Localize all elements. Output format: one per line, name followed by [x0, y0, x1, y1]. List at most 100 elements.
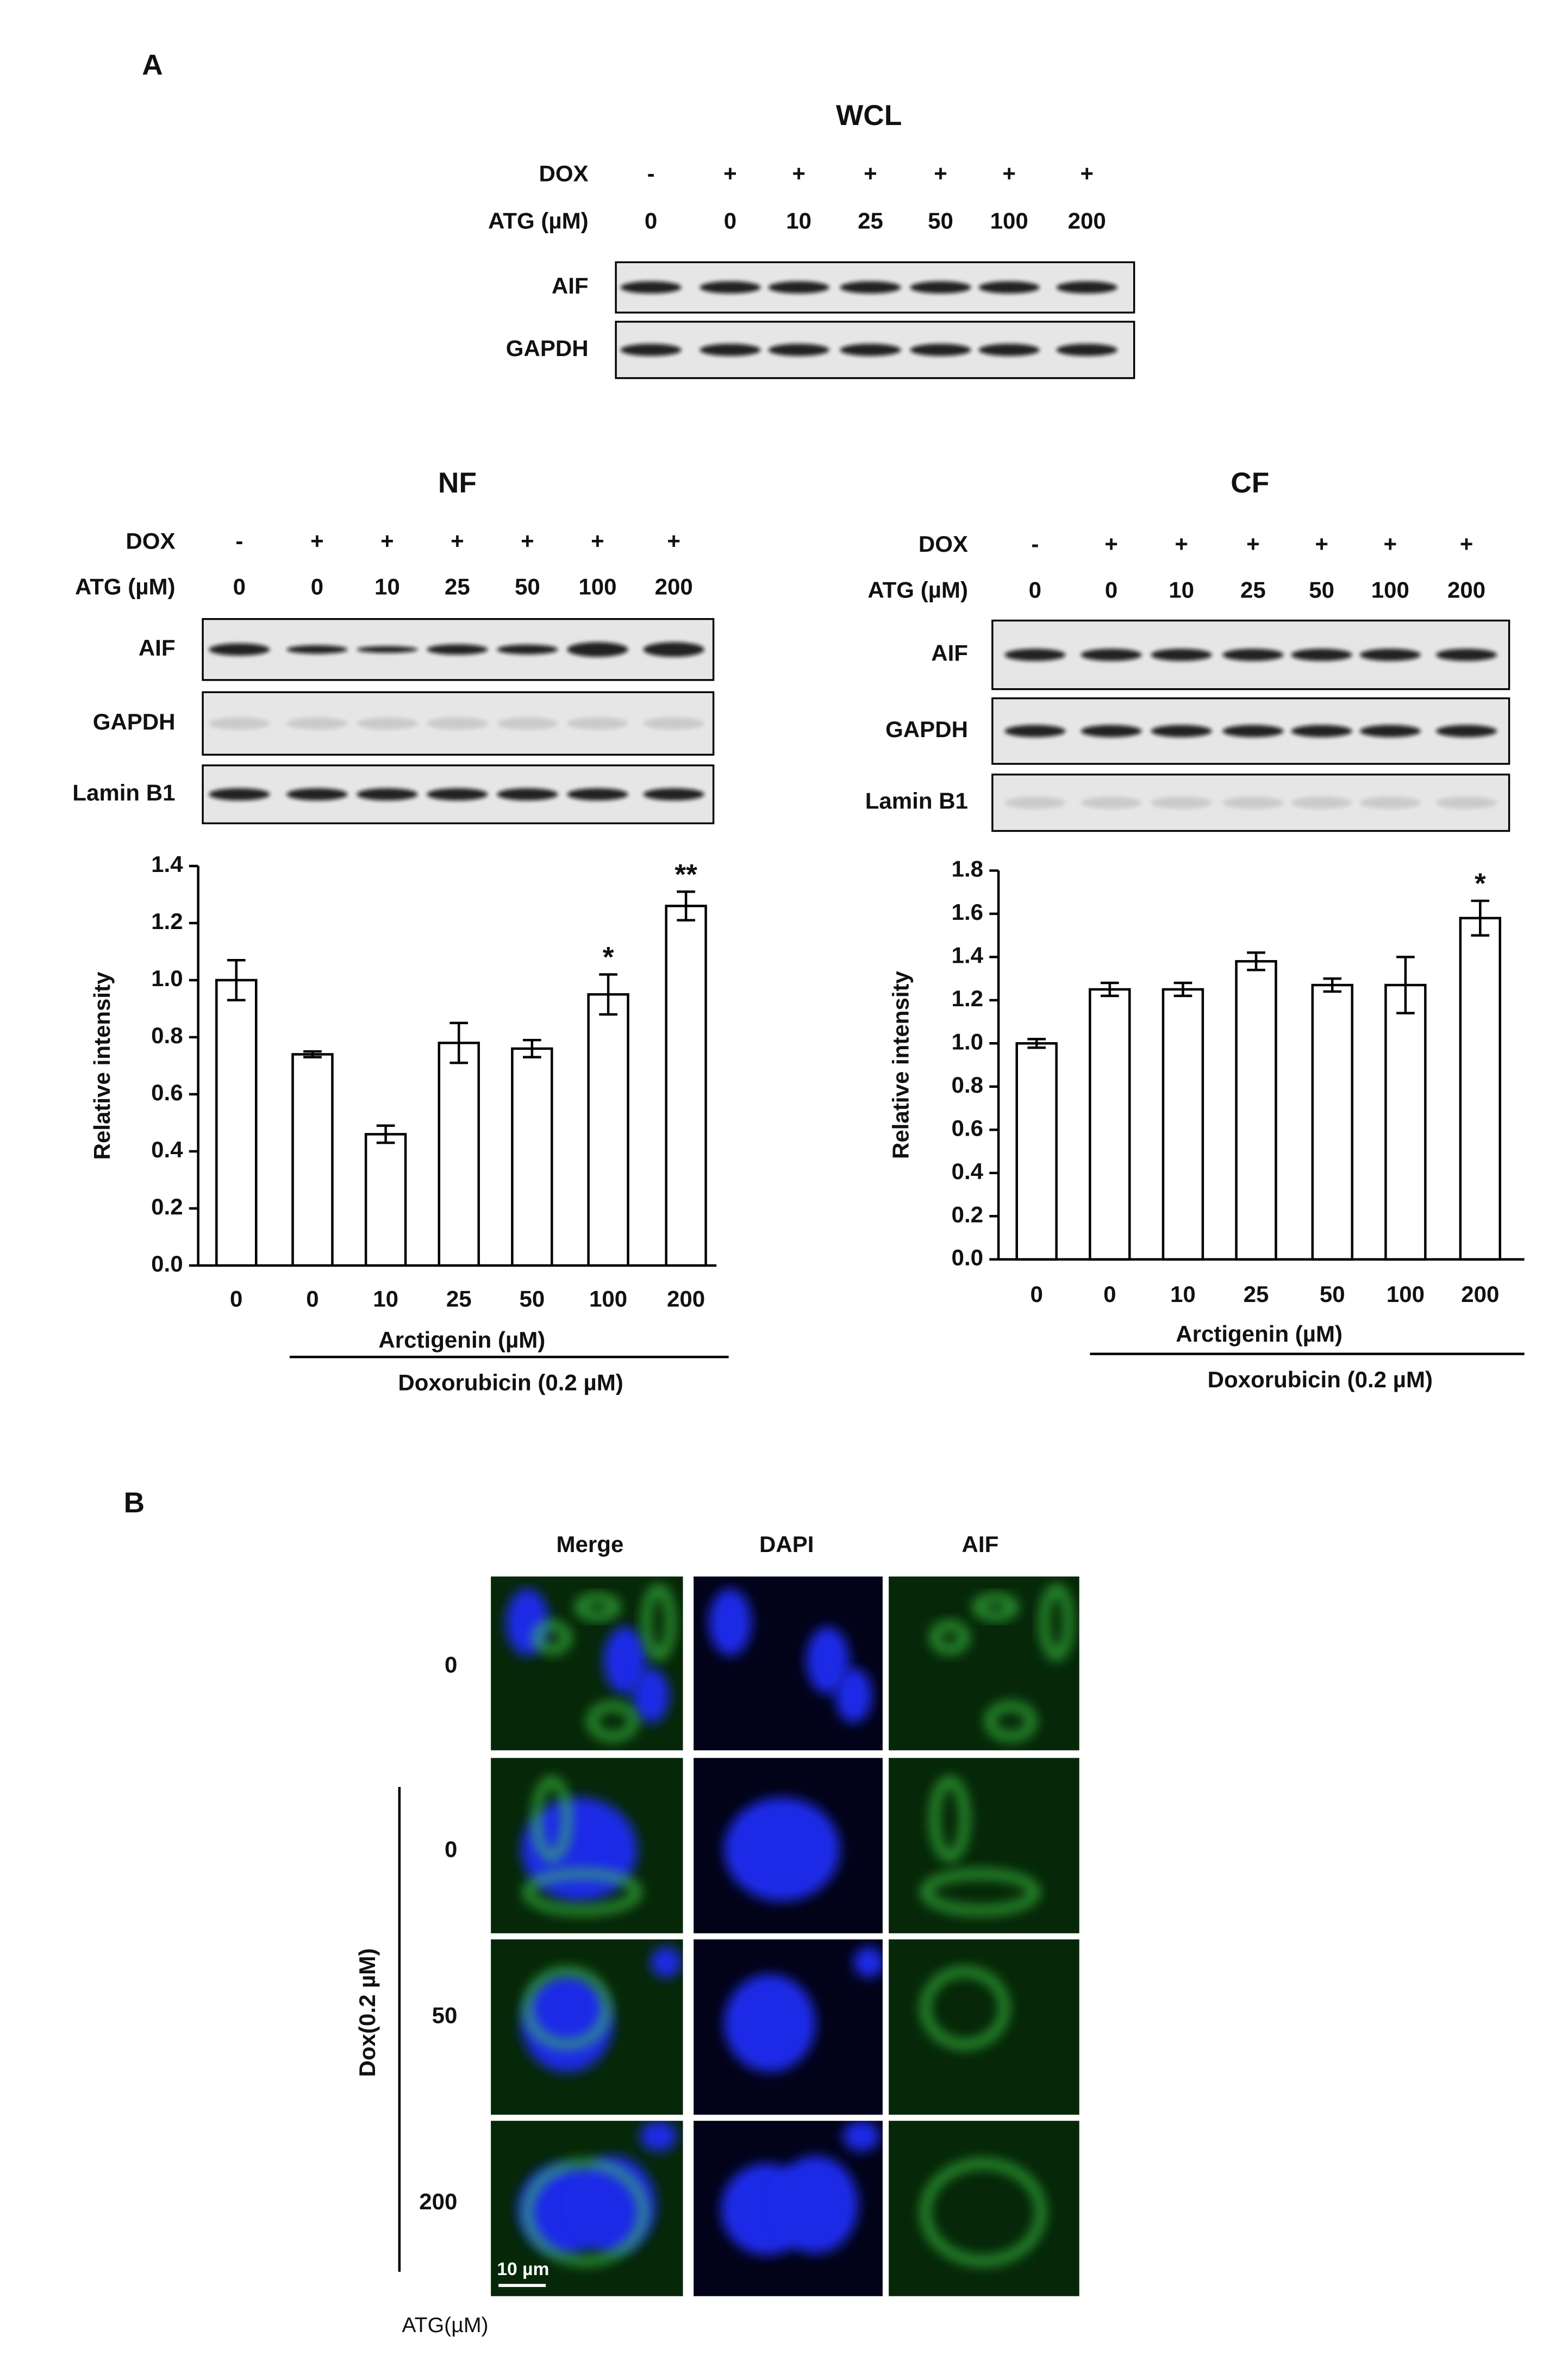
atg-dose: 0 [724, 208, 736, 234]
column-label: DAPI [759, 1531, 814, 1557]
blot-band [286, 788, 348, 801]
blot-band [1056, 281, 1117, 294]
cells [721, 2121, 880, 2256]
aif-signal [533, 1777, 571, 1861]
x-tick-label: 0 [1030, 1281, 1042, 1307]
x-tick-label: 25 [446, 1286, 472, 1311]
atg-dose: 25 [858, 208, 883, 234]
y-tick-label: 0.2 [151, 1194, 183, 1219]
blot-band [357, 646, 418, 653]
blot-band [497, 717, 558, 730]
atg-dose: 0 [1105, 577, 1117, 602]
dox-sign: + [451, 528, 464, 554]
y-tick-label: 0.2 [952, 1201, 983, 1227]
blot-band [1291, 725, 1352, 738]
blot-band [978, 281, 1040, 294]
blot-band [427, 717, 488, 730]
row-label: ATG (µM) [75, 574, 176, 600]
y-tick-label: 1.6 [952, 899, 983, 925]
micrograph [889, 1758, 1079, 1934]
error-bar [1027, 1038, 1046, 1049]
bar [1459, 917, 1502, 1261]
blot-band [286, 717, 348, 730]
nucleus [724, 1974, 816, 2072]
blot-band [700, 344, 761, 356]
bar [1235, 960, 1277, 1261]
blot-band [1081, 649, 1142, 661]
cells [724, 1947, 883, 2072]
y-tick-label: 1.4 [952, 942, 984, 968]
bar [665, 905, 707, 1267]
cells [506, 1585, 675, 1741]
blot-band [1004, 649, 1066, 661]
y-axis-label: Relative intensity [89, 971, 115, 1160]
blot-band [497, 644, 558, 655]
atg-dose: 10 [1169, 577, 1194, 602]
row-label: ATG (µM) [488, 208, 589, 234]
band-label: GAPDH [885, 717, 968, 742]
micrograph [889, 1939, 1079, 2115]
blot-band [840, 281, 901, 294]
atg-dose: 0 [645, 208, 657, 234]
atg-dose: 0 [311, 574, 323, 600]
blot-band [1359, 725, 1421, 738]
blot-band [286, 645, 348, 654]
x-tick-label: 100 [1387, 1281, 1425, 1307]
aif-signal [588, 1702, 638, 1741]
blot-band [978, 344, 1040, 356]
aif-signal [642, 1585, 675, 1660]
y-tick-label: 0.0 [952, 1245, 983, 1270]
blot-title: NF [438, 467, 477, 499]
band-label: AIF [931, 640, 968, 666]
blot-band [1151, 725, 1212, 738]
error-bar [1323, 977, 1342, 993]
bar [1089, 988, 1131, 1261]
blot-band [497, 788, 558, 801]
error-bar [1396, 956, 1415, 1014]
band-label: GAPDH [93, 709, 176, 734]
x-axis-label: Arctigenin (µM) [378, 1327, 545, 1353]
dox-sign: + [792, 161, 806, 186]
panel-label: A [142, 49, 163, 81]
dox-sign: - [647, 161, 655, 186]
x-tick-label: 200 [667, 1286, 705, 1311]
y-tick-label: 0.6 [151, 1080, 183, 1105]
error-bar [1100, 981, 1119, 998]
aif-signal [523, 1870, 641, 1915]
cells [921, 1777, 1039, 1915]
blot-band [1081, 725, 1142, 738]
nucleus [521, 1974, 613, 2072]
y-tick-label: 0.6 [952, 1115, 983, 1141]
error-bar [523, 1038, 541, 1058]
blot-band [768, 344, 829, 356]
y-axis-label: Relative intensity [888, 970, 913, 1158]
blot-band [1435, 796, 1497, 809]
blot-band [700, 281, 761, 294]
aif-signal [523, 1967, 611, 2048]
blot-band [620, 281, 682, 294]
blot-band [643, 788, 704, 801]
x-tick-label: 200 [1461, 1281, 1499, 1307]
x-tick-label: 0 [306, 1286, 319, 1311]
cells [724, 1797, 840, 1902]
nucleus [603, 1627, 647, 1694]
atg-dose: 25 [1240, 577, 1266, 602]
cells [921, 1967, 1009, 2048]
blot-band [357, 717, 418, 730]
aif-signal [931, 1621, 969, 1654]
nucleus [772, 2155, 859, 2254]
nucleus [709, 1588, 752, 1656]
atg-dose: 200 [655, 574, 693, 600]
nucleus [724, 1797, 840, 1902]
error-bar [599, 973, 617, 1016]
band-label: GAPDH [506, 335, 589, 361]
error-bar [1173, 981, 1192, 998]
dox-sign: + [1460, 531, 1473, 557]
blot-band [1222, 725, 1284, 738]
column-label: AIF [962, 1531, 999, 1557]
dox-sign: + [1315, 531, 1328, 557]
error-bar [227, 958, 246, 1001]
dox-sign: + [1246, 531, 1260, 557]
aif-signal [973, 1594, 1018, 1620]
